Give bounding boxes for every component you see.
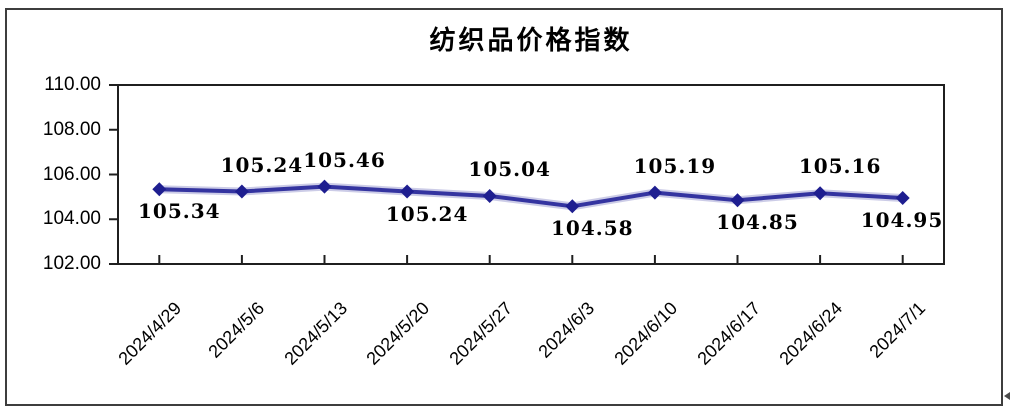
data-point-label: 105.24: [220, 152, 304, 177]
data-point-marker: [317, 179, 332, 194]
y-axis-tick-label: 108.00: [42, 118, 101, 140]
data-point-label: 105.46: [303, 147, 386, 172]
data-point-marker: [895, 190, 910, 205]
data-point-label: 105.19: [633, 153, 717, 178]
data-point-label: 105.16: [798, 154, 882, 179]
y-axis-tick-label: 102.00: [42, 253, 101, 274]
data-point-marker: [482, 188, 497, 203]
y-axis-tick-label: 104.00: [42, 208, 101, 230]
data-point-label: 104.95: [860, 207, 944, 232]
data-point-label: 105.24: [385, 201, 469, 226]
data-point-marker: [730, 193, 745, 208]
series-line: [159, 184, 903, 209]
data-point-label: 104.85: [716, 210, 799, 235]
data-point-marker: [813, 186, 828, 201]
data-point-label: 104.58: [551, 216, 634, 241]
y-axis-tick-label: 106.00: [42, 163, 101, 185]
data-point-marker: [565, 199, 580, 214]
data-point-label: 105.04: [468, 156, 551, 181]
data-point-marker: [647, 185, 662, 200]
data-point-marker: [234, 184, 249, 199]
chart-title: 纺织品价格指数: [429, 25, 633, 55]
data-point-marker: [152, 182, 167, 197]
y-axis-tick-label: 110.00: [44, 74, 101, 95]
scroll-left-arrow-icon: [1004, 392, 1010, 400]
data-point-label: 105.34: [138, 199, 221, 224]
chart-border-frame: [5, 8, 1003, 406]
data-point-marker: [400, 184, 415, 199]
